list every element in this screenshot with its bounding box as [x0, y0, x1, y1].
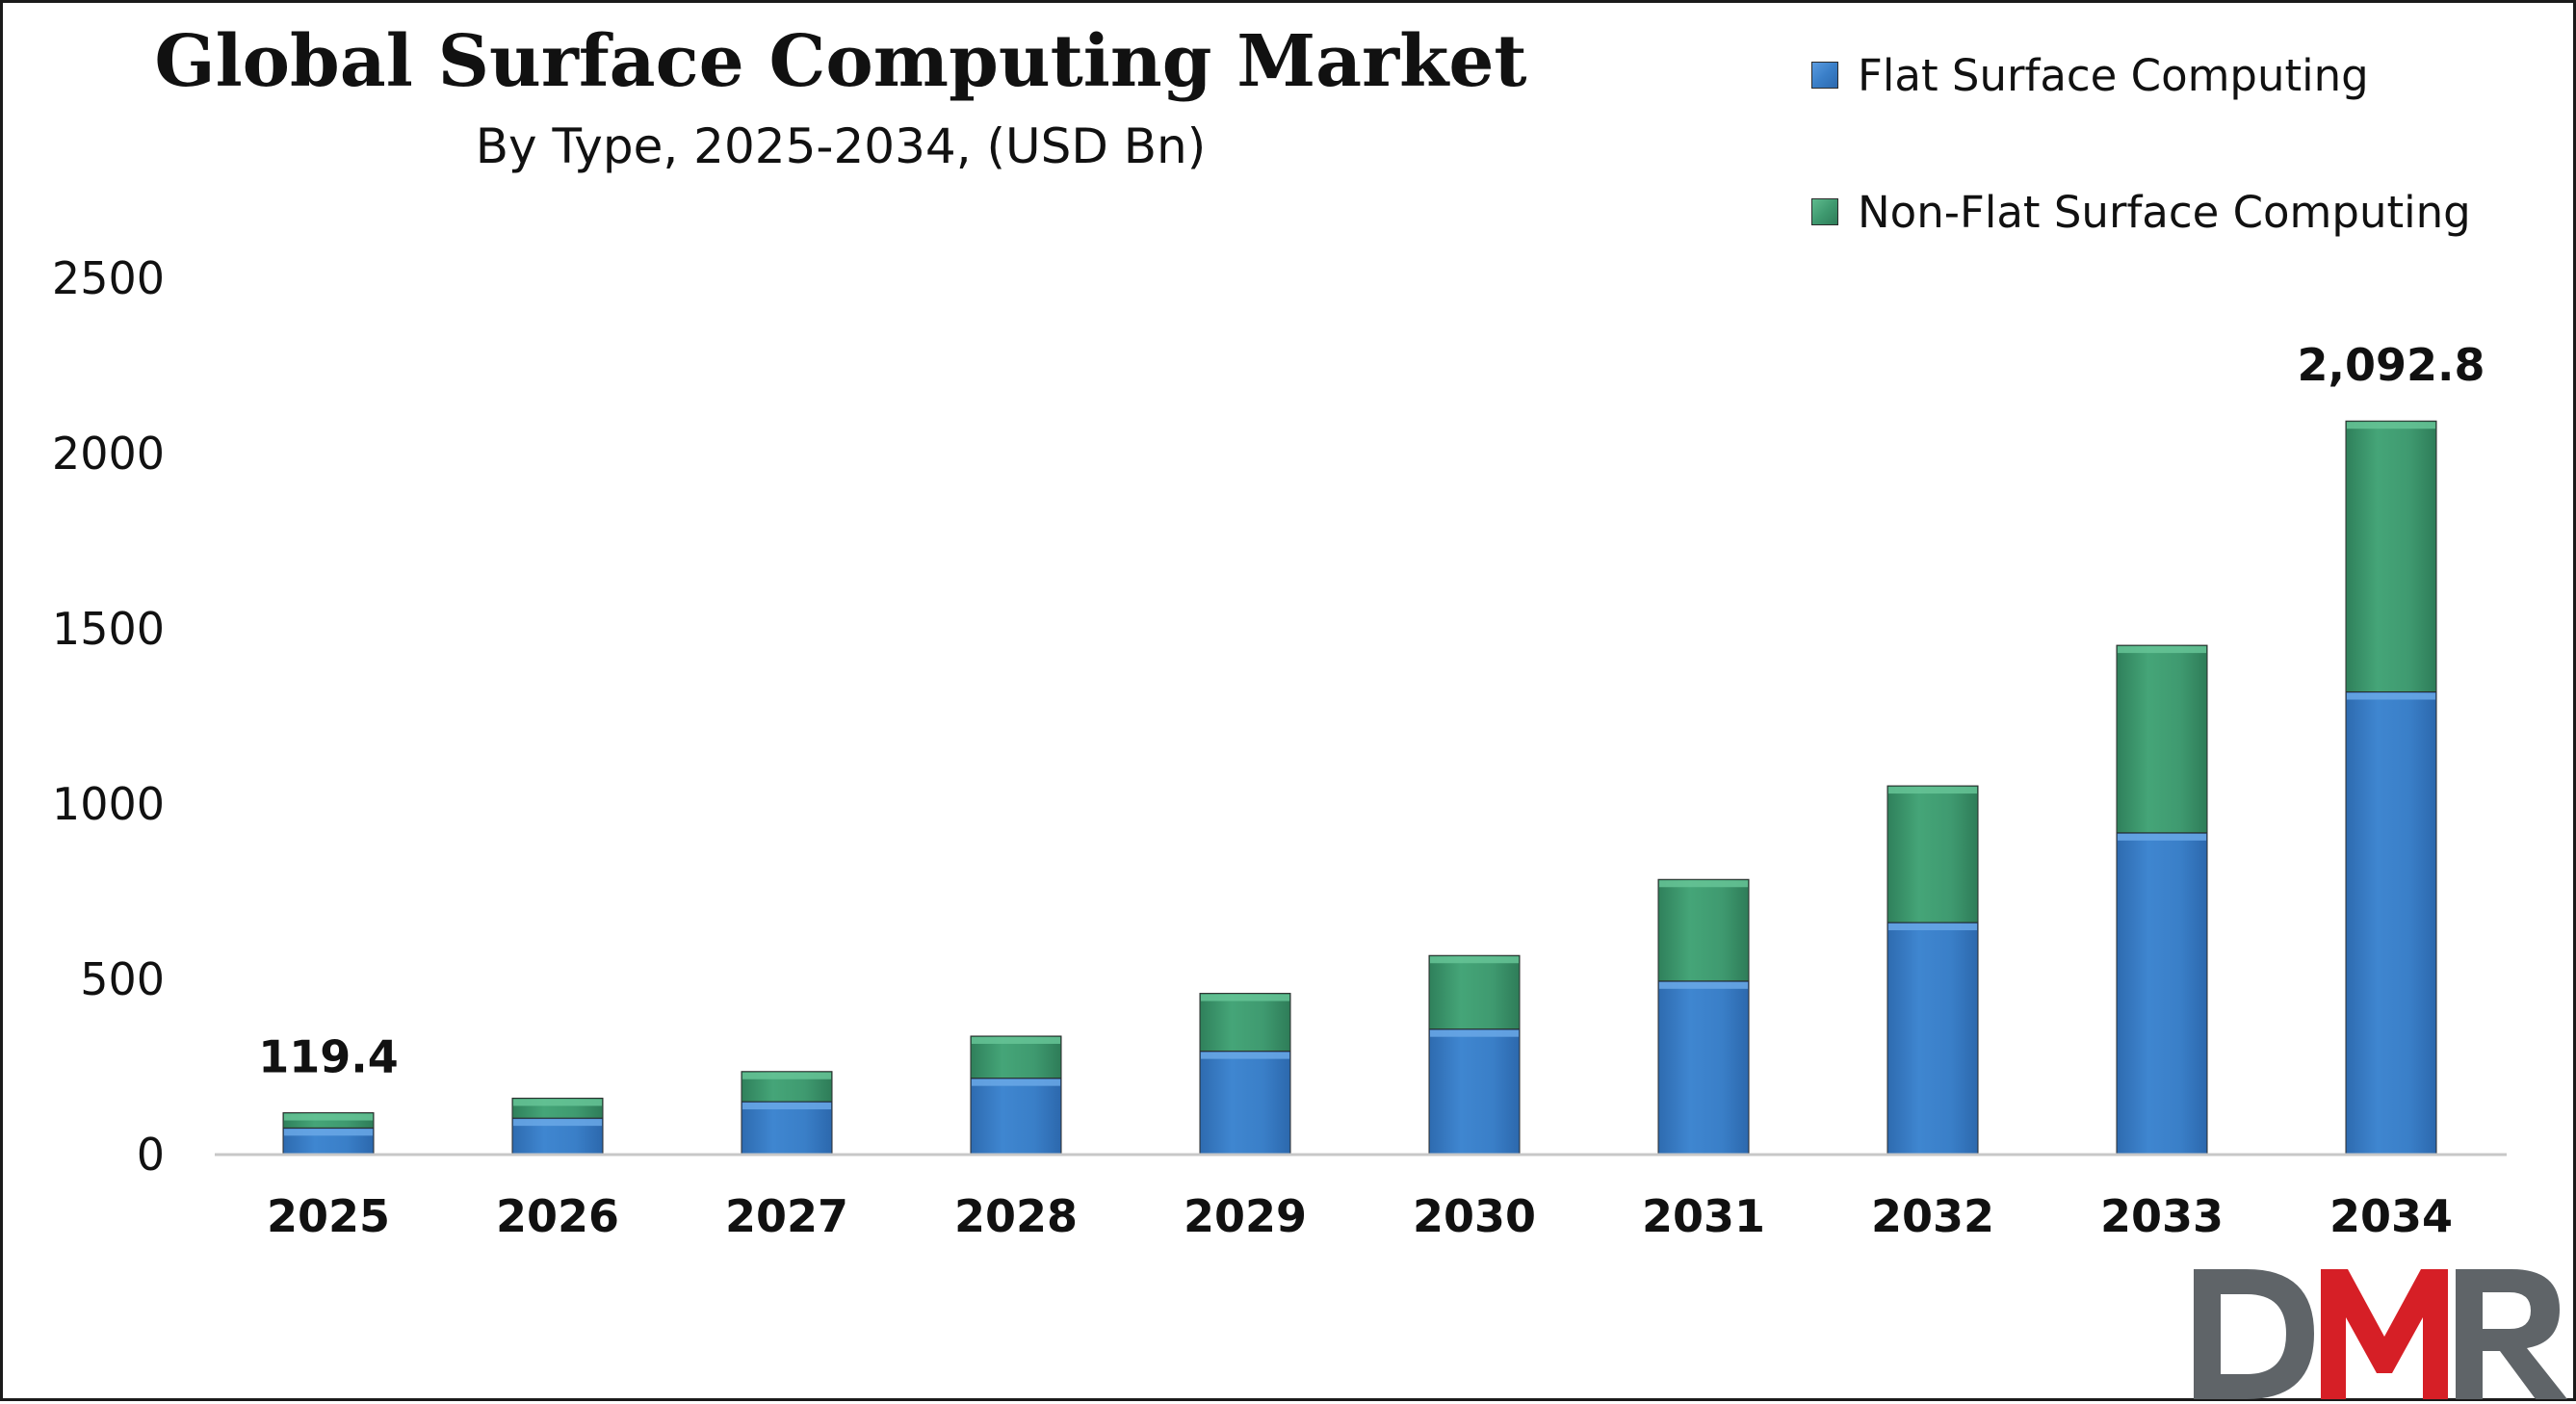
y-tick-label: 2500 [52, 252, 165, 304]
chart-subtitle: By Type, 2025-2034, (USD Bn) [475, 118, 1207, 174]
bar-segment-nonflat-2031[interactable] [1657, 878, 1750, 982]
x-tick-label: 2029 [1184, 1190, 1307, 1242]
bar-bevel [1888, 787, 1977, 794]
y-axis: 0 500 1000 1500 2000 2500 [52, 252, 165, 1181]
bar-bevel [513, 1119, 602, 1127]
data-labels: 119.4 2,092.8 [258, 339, 2485, 1082]
bar-bevel [972, 1079, 1060, 1086]
y-tick-label: 1500 [52, 603, 165, 655]
bar-segment-flat-2028[interactable] [970, 1078, 1062, 1156]
x-tick-label: 2028 [954, 1190, 1078, 1242]
x-tick-label: 2030 [1413, 1190, 1536, 1242]
y-tick-label: 500 [80, 953, 165, 1005]
bar-segment-nonflat-2032[interactable] [1886, 785, 1979, 923]
chart-title: Global Surface Computing Market [154, 20, 1527, 103]
bar-bevel [284, 1129, 373, 1136]
bar-bevel [742, 1072, 831, 1079]
x-tick-label: 2032 [1871, 1190, 1994, 1242]
bar-bevel [1888, 923, 1977, 931]
bar-bevel [1201, 1052, 1289, 1059]
legend-item-nonflat[interactable]: Non-Flat Surface Computing [1811, 178, 2471, 246]
y-tick-label: 0 [137, 1129, 165, 1181]
bar-bevel [742, 1103, 831, 1110]
legend-label-nonflat: Non-Flat Surface Computing [1858, 186, 2471, 238]
y-tick-label: 1000 [52, 778, 165, 830]
bars [282, 420, 2437, 1156]
x-tick-label: 2033 [2100, 1190, 2224, 1242]
bar-segment-nonflat-2034[interactable] [2345, 420, 2437, 693]
bar-segment-nonflat-2029[interactable] [1199, 993, 1291, 1053]
data-label-total-2025: 119.4 [258, 1031, 399, 1083]
bar-bevel [284, 1113, 373, 1121]
data-label-total-2034: 2,092.8 [2298, 339, 2485, 391]
bar-bevel [1659, 981, 1748, 989]
x-tick-label: 2034 [2329, 1190, 2453, 1242]
bar-segment-flat-2029[interactable] [1199, 1051, 1291, 1156]
x-tick-label: 2025 [267, 1190, 390, 1242]
bar-segment-nonflat-2033[interactable] [2116, 644, 2208, 834]
bar-segment-flat-2032[interactable] [1886, 922, 1979, 1156]
bar-segment-flat-2033[interactable] [2116, 832, 2208, 1156]
y-tick-label: 2000 [52, 428, 165, 480]
x-tick-label: 2026 [496, 1190, 619, 1242]
bar-bevel [2118, 646, 2206, 654]
bar-bevel [1430, 1029, 1519, 1037]
bar-bevel [513, 1099, 602, 1106]
legend-item-flat[interactable]: Flat Surface Computing [1811, 41, 2471, 109]
bar-bevel [2347, 422, 2435, 429]
legend-swatch-flat [1811, 62, 1838, 89]
bar-segment-flat-2034[interactable] [2345, 691, 2437, 1156]
x-tick-label: 2027 [725, 1190, 848, 1242]
bar-segment-flat-2030[interactable] [1428, 1028, 1521, 1156]
legend: Flat Surface Computing Non-Flat Surface … [1811, 41, 2471, 315]
bar-bevel [1659, 880, 1748, 888]
bar-segment-nonflat-2030[interactable] [1428, 954, 1521, 1030]
bar-segment-flat-2027[interactable] [741, 1101, 833, 1156]
legend-swatch-nonflat [1811, 198, 1838, 225]
bar-bevel [1430, 956, 1519, 964]
x-axis: 2025 2026 2027 2028 2029 2030 2031 2032 2033 2034 [215, 1153, 2507, 1242]
bar-segment-flat-2031[interactable] [1657, 980, 1750, 1156]
x-tick-label: 2031 [1642, 1190, 1765, 1242]
bar-bevel [2118, 833, 2206, 841]
bar-bevel [972, 1036, 1060, 1044]
legend-label-flat: Flat Surface Computing [1858, 49, 2369, 101]
bar-bevel [1201, 994, 1289, 1001]
bar-bevel [2347, 692, 2435, 700]
dmr-logo [2194, 1269, 2567, 1399]
